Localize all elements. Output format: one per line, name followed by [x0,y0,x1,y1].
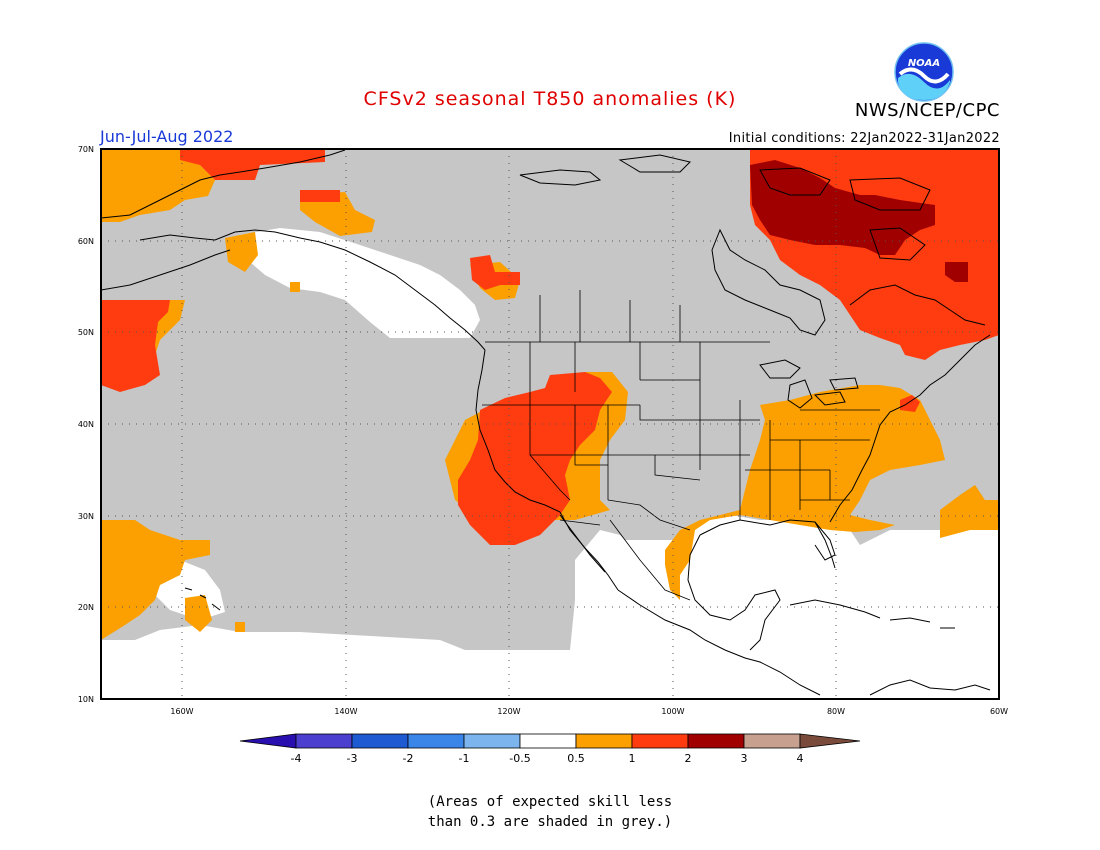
skill-note: (Areas of expected skill less than 0.3 a… [0,792,1100,832]
map-frame [100,148,1000,700]
latitude-axis: 10N 20N 30N 40N 50N 60N 70N [78,145,94,704]
colorbar-upper-arrow [799,733,861,749]
lat-label-20: 20N [78,603,94,612]
colorbar-label: 4 [797,752,804,765]
political-borders [482,290,880,601]
colorbar-label: 2 [685,752,692,765]
lon-label-100: 100W [661,707,684,716]
lon-label-120: 120W [497,707,520,716]
alaska-white-strip [240,228,480,338]
colorbar-bin [407,733,465,749]
lat-label-70: 70N [78,145,94,154]
colorbar-bin [463,733,521,749]
colorbar-labels: -4 -3 -2 -1 -0.5 0.5 1 2 3 4 [291,752,804,765]
colorbar-bin [351,733,409,749]
coastlines [101,149,991,696]
map-field [101,149,999,699]
colorbar-label: 1 [629,752,636,765]
map-title: CFSv2 seasonal T850 anomalies (K) [363,88,737,110]
colorbar-label: -4 [291,752,302,765]
colorbar-bin [295,733,353,749]
svg-text:NOAA: NOAA [908,58,940,69]
graticule [101,149,999,699]
lat-label-30: 30N [78,512,94,521]
skill-note-line-2: than 0.3 are shaded in grey.) [427,814,673,830]
colorbar-label: -3 [347,752,358,765]
colorbar-label: -0.5 [509,752,530,765]
anomaly-2-3K [750,160,968,282]
colorbar-label: -2 [403,752,414,765]
colorbar [239,733,861,749]
noaa-logo: NOAA [894,42,954,102]
gulf-white-area [575,535,999,699]
lat-label-50: 50N [78,328,94,337]
skill-note-line-1: (Areas of expected skill less [427,794,673,810]
noaa-logo-icon: NOAA [894,42,954,102]
initial-conditions: Initial conditions: 22Jan2022-31Jan2022 [728,131,1000,146]
lon-label-140: 140W [334,707,357,716]
lon-label-160: 160W [170,707,193,716]
colorbar-bin [743,733,801,749]
forecast-period: Jun-Jul-Aug 2022 [100,127,234,146]
lat-label-40: 40N [78,420,94,429]
organization-label: NWS/NCEP/CPC [854,100,1000,121]
longitude-axis: 160W 140W 120W 100W 80W 60W [170,707,1008,716]
colorbar-bin [687,733,745,749]
colorbar-label: 0.5 [567,752,585,765]
lat-label-10: 10N [78,695,94,704]
colorbar-label: 3 [741,752,748,765]
lon-label-60: 60W [990,707,1008,716]
lat-label-60: 60N [78,237,94,246]
colorbar-label: -1 [459,752,470,765]
colorbar-bin [519,733,577,749]
lon-label-80: 80W [827,707,845,716]
colorbar-lower-arrow [239,733,297,749]
colorbar-bin [575,733,633,749]
colorbar-bin [631,733,689,749]
